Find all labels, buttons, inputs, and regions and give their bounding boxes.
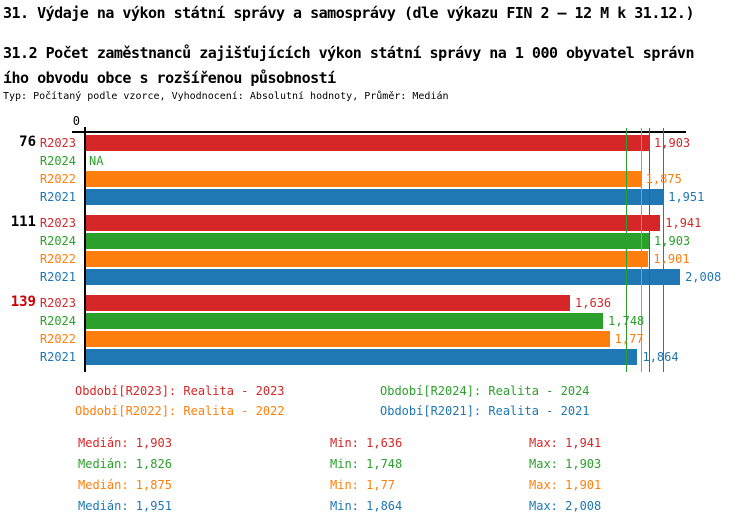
series-label: R2021 bbox=[39, 270, 76, 284]
chart-meta-line: Typ: Počítaný podle vzorce, Vyhodnocení:… bbox=[3, 91, 449, 102]
bar-value-label: 1,864 bbox=[642, 350, 679, 364]
stat-max: Max: 1,941 bbox=[529, 436, 602, 450]
bar-value-label: 1,951 bbox=[668, 190, 705, 204]
bar bbox=[86, 215, 661, 231]
series-label: R2021 bbox=[39, 350, 76, 364]
page-title: 31. Výdaje na výkon státní správy a samo… bbox=[3, 4, 695, 22]
legend-item: Období[R2024]: Realita - 2024 bbox=[380, 384, 590, 398]
bar-value-label: 1,636 bbox=[575, 296, 612, 310]
stat-min: Min: 1,77 bbox=[330, 478, 396, 492]
stat-max: Max: 1,901 bbox=[529, 478, 602, 492]
series-label: R2022 bbox=[39, 332, 76, 346]
stat-min: Min: 1,864 bbox=[330, 499, 403, 513]
bar bbox=[86, 269, 681, 285]
series-label: R2022 bbox=[39, 172, 76, 186]
bar-na-label: NA bbox=[89, 154, 104, 168]
bar bbox=[86, 331, 610, 347]
stat-median: Medián: 1,951 bbox=[78, 499, 172, 513]
bar bbox=[86, 295, 571, 311]
indicator-subtitle-line-2: ího obvodu obce s rozšířenou působností bbox=[3, 69, 336, 87]
stat-median: Medián: 1,826 bbox=[78, 457, 172, 471]
stat-max: Max: 1,903 bbox=[529, 457, 602, 471]
group-label: 111 bbox=[10, 214, 36, 230]
bar bbox=[86, 251, 649, 267]
stat-min: Min: 1,636 bbox=[330, 436, 403, 450]
series-label: R2023 bbox=[39, 216, 76, 230]
series-label: R2021 bbox=[39, 190, 76, 204]
bar-value-label: 1,903 bbox=[654, 136, 691, 150]
axis-top-line bbox=[72, 131, 686, 133]
series-label: R2024 bbox=[39, 314, 76, 328]
bar-value-label: 1,901 bbox=[653, 252, 690, 266]
median-line bbox=[640, 128, 642, 372]
bar bbox=[86, 349, 638, 365]
bar bbox=[86, 135, 650, 151]
bar-value-label: 1,875 bbox=[645, 172, 682, 186]
group-label: 139 bbox=[10, 294, 36, 310]
bar-value-label: 1,748 bbox=[608, 314, 645, 328]
bar bbox=[86, 313, 604, 329]
median-line bbox=[626, 128, 628, 372]
stat-min: Min: 1,748 bbox=[330, 457, 403, 471]
median-line bbox=[649, 128, 651, 372]
series-label: R2023 bbox=[39, 136, 76, 150]
bar-value-label: 1,77 bbox=[614, 332, 644, 346]
series-label: R2024 bbox=[39, 234, 76, 248]
bar-value-label: 2,008 bbox=[685, 270, 722, 284]
axis-zero-tick-label: 0 bbox=[72, 114, 80, 128]
bar bbox=[86, 171, 641, 187]
bar-value-label: 1,941 bbox=[665, 216, 702, 230]
legend-item: Období[R2023]: Realita - 2023 bbox=[75, 384, 285, 398]
legend-item: Období[R2021]: Realita - 2021 bbox=[380, 404, 590, 418]
bar bbox=[86, 189, 664, 205]
axis-left-line bbox=[84, 127, 86, 372]
bar-value-label: 1,903 bbox=[654, 234, 691, 248]
bar bbox=[86, 233, 650, 249]
legend-item: Období[R2022]: Realita - 2022 bbox=[75, 404, 285, 418]
stat-median: Medián: 1,875 bbox=[78, 478, 172, 492]
stat-max: Max: 2,008 bbox=[529, 499, 602, 513]
median-line bbox=[663, 128, 665, 372]
indicator-subtitle-line-1: 31.2 Počet zaměstnanců zajišťujících výk… bbox=[3, 44, 695, 62]
series-label: R2022 bbox=[39, 252, 76, 266]
stat-median: Medián: 1,903 bbox=[78, 436, 172, 450]
group-label: 76 bbox=[19, 134, 36, 150]
series-label: R2023 bbox=[39, 296, 76, 310]
series-label: R2024 bbox=[39, 154, 76, 168]
